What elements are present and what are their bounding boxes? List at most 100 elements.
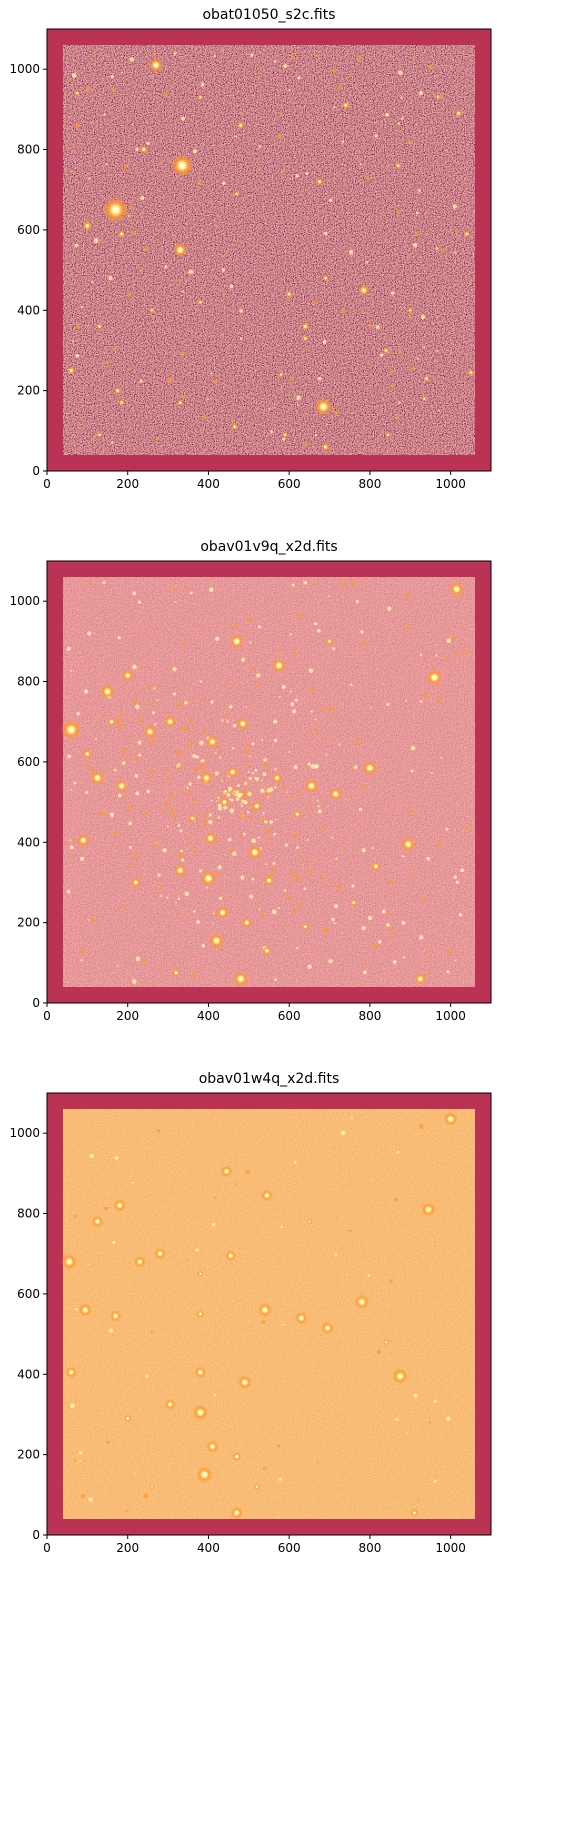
star — [153, 1247, 167, 1260]
star — [293, 810, 302, 819]
star — [325, 637, 334, 645]
star — [414, 972, 427, 985]
y-tick-label: 400 — [17, 835, 40, 849]
x-tick-label: 600 — [278, 477, 301, 491]
star — [102, 196, 129, 223]
bright-stars — [61, 1111, 458, 1520]
star — [113, 1199, 127, 1212]
y-tick-label: 800 — [17, 143, 40, 157]
star — [285, 290, 293, 298]
star — [148, 57, 164, 73]
star — [315, 178, 324, 186]
star — [263, 875, 275, 886]
faint-sources — [66, 580, 470, 984]
star — [204, 831, 217, 845]
star — [100, 684, 115, 699]
y-tick-label: 600 — [17, 755, 40, 769]
image-panel-2: obav01v9q_x2d.fits 0 200 400 600 800 1000 0 200 4… — [9, 539, 492, 1023]
star — [197, 94, 204, 101]
star — [262, 945, 272, 956]
star — [354, 1294, 370, 1310]
star — [394, 162, 402, 169]
star — [82, 749, 93, 759]
star — [199, 771, 213, 785]
star — [247, 845, 263, 860]
star — [196, 1309, 205, 1319]
x-tick-label: 200 — [116, 1009, 139, 1023]
star — [133, 1255, 146, 1268]
star — [322, 274, 329, 282]
y-tick-label: 800 — [17, 675, 40, 689]
bright-stars — [61, 581, 464, 987]
image-panel-3: obav01w4q_x2d.fits 0 200 400 600 800 1000 0 200 4… — [9, 1071, 492, 1555]
x-tick-label: 800 — [358, 477, 381, 491]
star — [76, 833, 90, 847]
star — [130, 877, 141, 888]
star — [149, 1483, 155, 1490]
star — [118, 399, 125, 406]
panel-title: obat01050_s2c.fits — [202, 7, 335, 23]
star — [358, 284, 370, 296]
star — [123, 1414, 132, 1423]
star — [164, 1398, 176, 1411]
star — [90, 770, 105, 786]
star — [321, 1321, 334, 1335]
star — [216, 906, 230, 920]
star — [421, 395, 428, 402]
star — [188, 814, 196, 822]
data-region — [63, 577, 475, 987]
star — [251, 800, 263, 812]
star — [195, 1466, 213, 1484]
y-tick-label: 600 — [17, 1287, 40, 1301]
x-tick-label: 800 — [358, 1541, 381, 1555]
star — [172, 242, 188, 258]
star — [170, 154, 194, 177]
star — [294, 1311, 308, 1325]
star — [143, 725, 157, 739]
y-tick-label: 200 — [17, 384, 40, 398]
bright-stars — [67, 57, 475, 451]
star — [271, 772, 283, 784]
star — [407, 307, 414, 314]
x-tick-label: 0 — [43, 477, 51, 491]
star — [65, 1366, 78, 1379]
y-tick-label: 1000 — [9, 594, 40, 608]
star — [227, 766, 239, 778]
y-tick-label: 800 — [17, 1207, 40, 1221]
star — [219, 797, 230, 807]
star — [61, 719, 82, 740]
star — [314, 397, 333, 416]
star — [225, 1250, 237, 1262]
y-tick-label: 1000 — [9, 62, 40, 76]
star — [237, 121, 245, 130]
axes-frame — [46, 28, 492, 472]
x-tick-label: 400 — [197, 477, 220, 491]
fits-image — [47, 1093, 491, 1535]
x-tick-label: 200 — [116, 477, 139, 491]
x-tick-label: 1000 — [435, 1009, 466, 1023]
star — [449, 581, 464, 597]
star — [342, 101, 350, 109]
star — [74, 90, 81, 97]
star — [421, 1202, 436, 1217]
star — [410, 1508, 419, 1517]
star — [455, 109, 463, 118]
star — [115, 779, 129, 793]
star — [362, 760, 378, 776]
star — [82, 221, 93, 231]
star — [350, 898, 358, 907]
star — [306, 1218, 313, 1225]
star — [423, 375, 430, 382]
x-axis: 0 200 400 600 800 1000 — [43, 1003, 466, 1023]
faint-sources — [71, 52, 459, 446]
star — [329, 787, 343, 801]
star — [194, 1366, 207, 1379]
star — [443, 1111, 458, 1127]
star — [371, 861, 381, 872]
star — [282, 432, 288, 438]
x-tick-label: 1000 — [435, 477, 466, 491]
star — [172, 968, 181, 977]
x-tick-label: 600 — [278, 1009, 301, 1023]
y-axis: 0 200 400 600 800 1000 — [9, 594, 47, 1010]
fits-image — [47, 561, 491, 1003]
